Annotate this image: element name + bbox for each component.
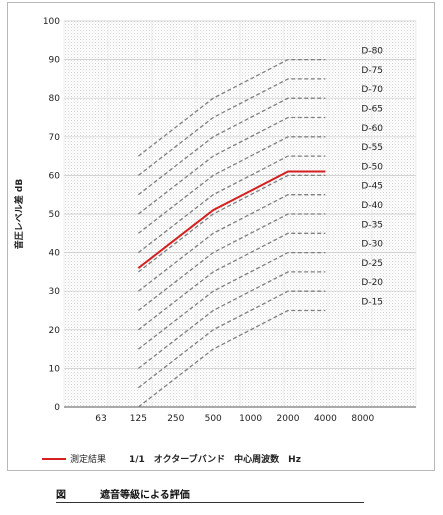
curve-label: D-40	[361, 201, 383, 211]
y-tick-label: 50	[49, 210, 61, 220]
y-tick-label: 90	[49, 56, 61, 66]
figure-caption: 図 遮音等級による評価	[56, 484, 364, 503]
measurement-line	[137, 170, 326, 269]
curve-labels: D-80 D-75 D-70 D-65 D-60 D-55 D-50 D-45 D-40 D-35…	[361, 47, 383, 308]
curve-label: D-15	[361, 298, 383, 308]
y-tick-label: 20	[49, 326, 61, 336]
reference-curve-d-45	[138, 194, 326, 292]
chart-frame: 0 10 20 30 40 50 60 70 80 90 100 63 125 250 500 1000 20…	[7, 2, 435, 471]
x-tick-label: 250	[167, 414, 184, 424]
x-tick-label: 2000	[277, 414, 300, 424]
curve-label: D-70	[361, 85, 383, 95]
y-axis-label: 音圧レベル差 dB	[13, 179, 25, 250]
curve-label: D-45	[361, 182, 383, 192]
x-tick-label: 500	[205, 414, 222, 424]
curve-label: D-60	[361, 124, 383, 134]
curve-label: D-20	[361, 278, 383, 288]
y-tick-label: 70	[49, 133, 61, 143]
x-tick-label: 4000	[314, 414, 337, 424]
curve-label: D-25	[361, 259, 383, 269]
x-tick-label: 8000	[351, 414, 374, 424]
reference-curve-d-55	[138, 155, 326, 254]
legend-label: 測定結果	[70, 453, 106, 465]
y-tick-labels: 0 10 20 30 40 50 60 70 80 90 100	[43, 17, 60, 413]
reference-curve-d-20	[138, 290, 326, 389]
curve-label: D-35	[361, 220, 383, 230]
curve-label: D-75	[361, 66, 383, 76]
sound-insulation-chart: 0 10 20 30 40 50 60 70 80 90 100 63 125 250 500 1000 20…	[13, 17, 417, 465]
reference-curve-d-65	[138, 116, 326, 215]
y-tick-label: 60	[49, 171, 61, 181]
curve-label: D-50	[361, 162, 383, 172]
y-tick-label: 100	[43, 17, 60, 27]
reference-curve-d-40	[138, 213, 326, 312]
y-tick-label: 0	[54, 403, 60, 413]
figure-title: 遮音等級による評価	[100, 490, 190, 501]
reference-curve-d-25	[138, 271, 326, 369]
reference-curve-d-35	[138, 232, 326, 331]
y-tick-label: 10	[49, 364, 61, 374]
y-tick-label: 30	[49, 287, 61, 297]
y-tick-label: 80	[49, 94, 61, 104]
reference-curve-d-75	[138, 78, 326, 176]
x-tick-label: 1000	[239, 414, 262, 424]
reference-curve-d-50	[138, 174, 326, 273]
curve-label: D-55	[361, 143, 383, 153]
curve-label: D-65	[361, 105, 383, 115]
x-axis-label: 1/1 オクターブバンド 中心周波数 Hz	[129, 453, 301, 465]
reference-curves	[138, 58, 326, 408]
reference-curve-d-70	[138, 97, 326, 196]
reference-curve-d-30	[138, 251, 326, 350]
reference-curve-d-80	[138, 58, 326, 157]
grid	[63, 20, 417, 408]
reference-curve-d-60	[138, 136, 326, 234]
curve-label: D-80	[361, 47, 383, 57]
figure-number: 図	[56, 490, 66, 501]
curve-label: D-30	[361, 240, 383, 250]
x-tick-labels: 63 125 250 500 1000 2000 4000 8000	[95, 414, 374, 424]
y-tick-label: 40	[49, 249, 61, 259]
reference-curve-d-15	[138, 309, 326, 408]
x-tick-label: 125	[130, 414, 147, 424]
measurement-series	[137, 170, 326, 269]
x-tick-label: 63	[95, 414, 106, 424]
